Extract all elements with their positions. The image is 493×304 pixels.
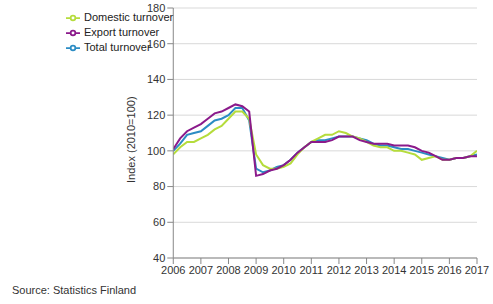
svg-text:2017: 2017: [465, 264, 485, 276]
svg-text:140: 140: [147, 73, 165, 85]
svg-text:Index (2010=100): Index (2010=100): [125, 96, 137, 183]
svg-text:2016: 2016: [437, 264, 461, 276]
svg-text:40: 40: [153, 252, 165, 264]
svg-text:2010: 2010: [271, 264, 295, 276]
svg-text:2015: 2015: [410, 264, 434, 276]
html-text:Domestic turnover: Domestic turnover: [84, 11, 174, 23]
svg-text:100: 100: [147, 145, 165, 157]
svg-text:2007: 2007: [189, 264, 213, 276]
html-text:Total turnover: Total turnover: [84, 41, 151, 54]
svg-text:60: 60: [153, 216, 165, 228]
svg-text:2006: 2006: [161, 264, 185, 276]
svg-text:2011: 2011: [299, 264, 323, 276]
svg-text:2013: 2013: [354, 264, 378, 276]
svg-text:2009: 2009: [244, 264, 268, 276]
html-text:Export turnover: Export turnover: [84, 26, 160, 39]
svg-text:160: 160: [147, 38, 165, 50]
html-text:Source: Statistics Finland: Source: Statistics Finland: [12, 284, 137, 296]
svg-text:120: 120: [147, 109, 165, 121]
svg-text:2014: 2014: [382, 264, 406, 276]
svg-text:180: 180: [147, 2, 165, 14]
svg-text:80: 80: [153, 180, 165, 192]
svg-text:2008: 2008: [216, 264, 240, 276]
svg-text:2012: 2012: [327, 264, 351, 276]
